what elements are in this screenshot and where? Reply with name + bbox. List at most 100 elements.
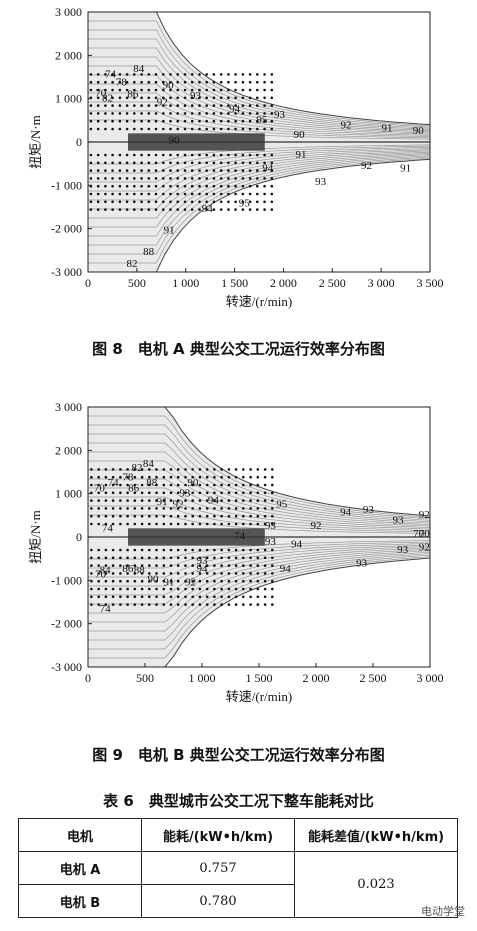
operating-point	[183, 88, 187, 92]
contour-label: 95	[276, 498, 288, 510]
contour-label: 94	[262, 163, 274, 175]
operating-point	[183, 177, 187, 180]
operating-point	[111, 208, 114, 211]
operating-point	[176, 177, 179, 180]
operating-point	[169, 104, 172, 107]
contour-label: 70	[95, 87, 107, 99]
operating-point	[154, 104, 158, 107]
operating-point	[126, 491, 129, 495]
operating-point	[104, 579, 108, 583]
contour-label: 93	[197, 555, 209, 567]
operating-point	[205, 192, 208, 196]
operating-point	[140, 80, 143, 84]
operating-point	[96, 161, 100, 165]
operating-point	[140, 579, 144, 583]
operating-point	[212, 119, 216, 123]
operating-point	[155, 556, 158, 560]
operating-point	[242, 483, 245, 487]
operating-point	[126, 579, 129, 583]
operating-point	[133, 507, 137, 510]
x-tick-label: 1 500	[221, 276, 248, 290]
operating-point	[133, 184, 136, 188]
operating-point	[205, 104, 208, 107]
operating-point	[241, 112, 245, 115]
operating-point	[242, 572, 245, 575]
operating-point	[198, 507, 202, 510]
contour-line	[88, 47, 431, 130]
operating-point	[133, 80, 136, 84]
operating-point	[198, 491, 202, 495]
x-tick-label: 1 500	[246, 671, 273, 685]
contour-label: 88	[134, 564, 146, 576]
y-tick-label: -2 000	[51, 617, 82, 631]
operating-point	[227, 499, 231, 502]
operating-point	[176, 127, 179, 131]
operating-point	[155, 499, 158, 502]
operating-point	[190, 161, 194, 165]
operating-point	[133, 200, 136, 204]
operating-point	[190, 88, 194, 92]
operating-point	[162, 112, 165, 115]
x-tick-label: 2 000	[270, 276, 297, 290]
operating-point	[205, 153, 208, 157]
contour-line	[88, 556, 431, 659]
operating-point	[184, 499, 187, 502]
operating-point	[270, 153, 274, 157]
operating-point	[125, 96, 129, 100]
operating-point	[126, 468, 129, 471]
operating-point	[89, 119, 93, 123]
contour-line	[88, 153, 431, 228]
operating-point	[212, 177, 216, 180]
contour-line	[88, 433, 431, 521]
operating-point	[198, 184, 201, 188]
operating-point	[271, 587, 274, 591]
operating-point	[198, 127, 201, 131]
operating-point	[133, 112, 136, 115]
operating-point	[263, 88, 266, 92]
operating-point	[90, 595, 93, 599]
operating-point	[205, 572, 209, 575]
operating-point	[140, 483, 144, 487]
operating-point	[248, 104, 252, 107]
operating-point	[169, 475, 173, 479]
operating-point	[97, 522, 100, 526]
operating-point	[176, 208, 179, 211]
operating-point	[234, 499, 238, 502]
operating-point	[140, 491, 144, 495]
operating-point	[205, 184, 208, 188]
operating-point	[155, 468, 158, 471]
operating-point	[169, 127, 172, 131]
operating-point	[140, 192, 143, 196]
operating-point	[227, 491, 231, 495]
operating-point	[249, 522, 252, 526]
operating-point	[263, 200, 266, 204]
operating-point	[111, 587, 115, 591]
operating-point	[205, 514, 209, 518]
operating-point	[118, 169, 122, 172]
operating-point	[97, 572, 100, 575]
contour-label: 82	[127, 258, 138, 270]
operating-point	[191, 548, 194, 552]
contour-line	[88, 92, 431, 136]
operating-point	[183, 200, 187, 204]
operating-point	[96, 119, 100, 123]
operating-point	[248, 184, 252, 188]
operating-point	[126, 556, 129, 560]
operating-point	[118, 96, 122, 100]
operating-point	[148, 483, 151, 487]
operating-point	[119, 468, 122, 471]
operating-point	[256, 514, 260, 518]
operating-point	[96, 104, 100, 107]
contour-label: 78	[122, 472, 134, 484]
operating-point	[104, 514, 108, 518]
operating-point	[111, 184, 114, 188]
operating-point	[234, 153, 237, 157]
operating-point	[104, 491, 108, 495]
operating-point	[205, 507, 209, 510]
operating-point	[271, 556, 274, 560]
operating-point	[140, 104, 143, 107]
operating-point	[249, 514, 252, 518]
operating-point	[147, 96, 151, 100]
operating-point	[242, 548, 245, 552]
